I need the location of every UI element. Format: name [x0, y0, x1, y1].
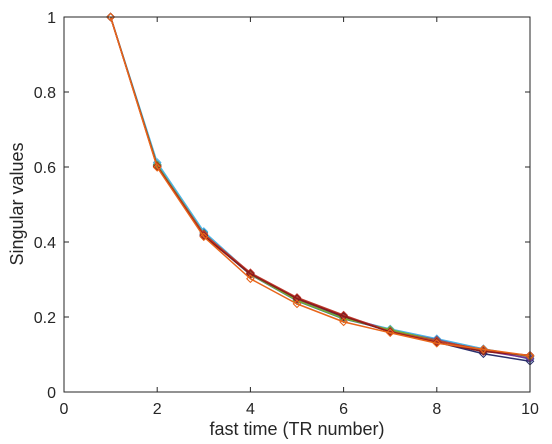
series-line — [109, 16, 531, 357]
y-tick-label: 0 — [47, 385, 56, 402]
data-point-marker — [339, 317, 348, 327]
data-point-marker — [432, 336, 442, 346]
y-tick-label: 1 — [47, 10, 56, 27]
axes-layer: 0 2 4 6 8 10 0 0.2 0.4 0.6 0.8 1 — [34, 10, 539, 418]
data-point-marker — [479, 344, 488, 354]
x-tick-label: 10 — [521, 401, 539, 418]
x-tick-label: 8 — [432, 401, 441, 418]
x-axis-title: fast time (TR number) — [209, 419, 384, 439]
plot-area — [64, 17, 530, 392]
x-tick-label: 0 — [60, 401, 69, 418]
data-point-marker — [432, 338, 442, 348]
y-axis-title: Singular values — [7, 142, 27, 265]
y-tick-label: 0.4 — [34, 235, 56, 252]
data-point-marker — [152, 162, 162, 172]
y-tick-label: 0.6 — [34, 160, 56, 177]
data-point-marker — [292, 294, 302, 304]
data-point-marker — [199, 232, 209, 242]
data-point-marker — [106, 12, 115, 22]
data-point-marker — [246, 274, 255, 284]
plot-background — [64, 17, 530, 392]
y-tick-label: 0.8 — [34, 85, 56, 102]
plot-frame — [63, 16, 531, 393]
y-tick-label: 0.2 — [34, 310, 56, 327]
data-point-marker — [152, 160, 162, 170]
data-point-marker — [246, 269, 255, 279]
data-point-marker — [292, 299, 302, 309]
data-point-marker — [292, 293, 302, 302]
x-tick-label: 2 — [153, 401, 162, 418]
x-tick-label: 6 — [339, 401, 348, 418]
series-layer — [106, 12, 535, 366]
data-point-marker — [339, 311, 348, 321]
data-point-marker — [385, 328, 395, 338]
x-tick-label: 4 — [246, 401, 255, 418]
